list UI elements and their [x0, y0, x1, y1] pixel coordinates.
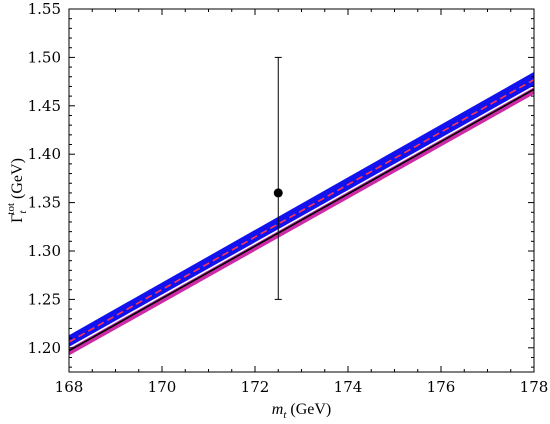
y-tick-label: 1.30: [28, 242, 61, 260]
y-tick-label: 1.20: [28, 339, 61, 357]
y-tick-label: 1.55: [28, 0, 61, 18]
x-tick-label: 176: [427, 378, 456, 396]
line-4: [69, 78, 534, 343]
y-tick-label: 1.45: [28, 97, 61, 115]
data-point: [273, 188, 283, 198]
x-axis-label: mt (GeV): [272, 401, 332, 421]
y-tick-label: 1.25: [28, 290, 61, 308]
tick-labels: 168 170 172 174 176 178 1.20 1.25 1.30 1.35 1.40 1.…: [28, 0, 549, 396]
y-tick-label: 1.50: [28, 48, 61, 66]
x-tick-label: 170: [148, 378, 177, 396]
line-3: [69, 85, 534, 349]
line-2: [69, 88, 534, 352]
x-tick-label: 174: [334, 378, 363, 396]
axis-ticks: [68, 8, 535, 372]
plot-content: [69, 56, 534, 356]
y-tick-label: 1.35: [28, 194, 61, 212]
x-tick-label: 168: [55, 378, 84, 396]
y-tick-label: 1.40: [28, 145, 61, 163]
y-axis-label: Γttot (GeV): [5, 158, 29, 223]
x-tick-label: 172: [241, 378, 270, 396]
plot-frame: [68, 8, 535, 373]
x-tick-label: 178: [520, 378, 549, 396]
